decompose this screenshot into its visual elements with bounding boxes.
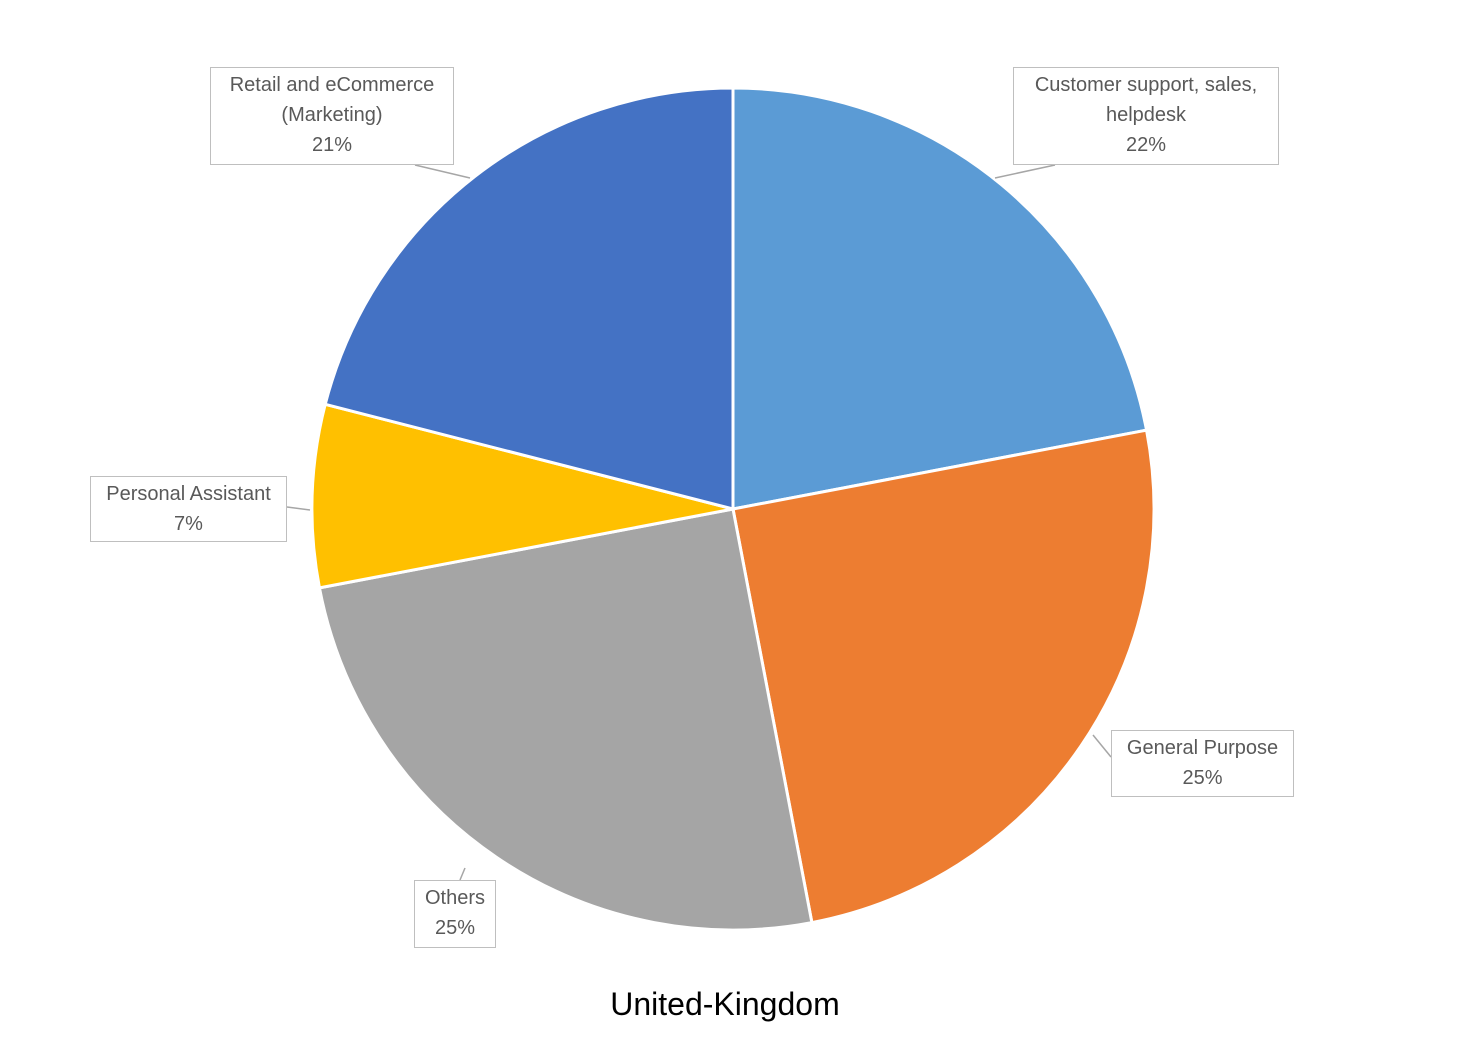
pie-slice — [731, 428, 1156, 925]
leader-line — [1092, 734, 1112, 758]
pie-slice — [731, 86, 1149, 511]
data-label: Personal Assistant 7% — [90, 476, 287, 542]
leader-line — [286, 506, 311, 511]
category-label: Personal Assistant — [106, 483, 271, 505]
category-label: General Purpose — [1126, 737, 1279, 759]
leader-line — [414, 164, 471, 179]
category-label: Customer support, sales, helpdesk — [1034, 74, 1258, 126]
value-label: 7% — [174, 513, 203, 535]
pie-slice — [323, 86, 735, 511]
category-label: Retail and eCommerce (Marketing) — [229, 74, 435, 126]
pie-slice — [310, 402, 734, 590]
chart-title: United-Kingdom — [610, 986, 840, 1022]
value-label: 25% — [1182, 767, 1223, 789]
value-label: 25% — [434, 917, 476, 939]
leader-line — [994, 164, 1056, 179]
data-label: Customer support, sales, helpdesk 22% — [1013, 67, 1279, 165]
value-label: 21% — [311, 134, 353, 156]
data-label: General Purpose 25% — [1111, 730, 1294, 797]
value-label: 22% — [1125, 134, 1167, 156]
data-label: Retail and eCommerce (Marketing) 21% — [210, 67, 454, 165]
pie-slice — [317, 507, 814, 932]
category-label: Others — [424, 887, 486, 909]
data-label: Others 25% — [414, 880, 496, 948]
leader-line — [459, 867, 466, 881]
